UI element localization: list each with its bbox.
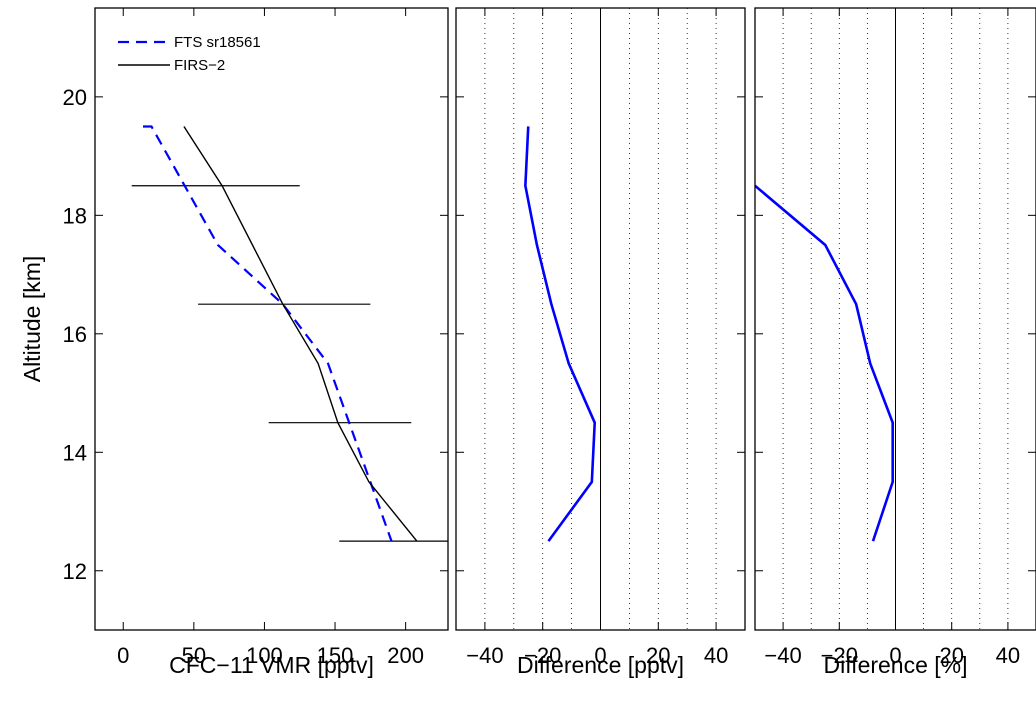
x-tick-label: 0 (889, 643, 901, 668)
x-tick-label: −40 (466, 643, 503, 668)
y-tick-label: 18 (63, 203, 87, 228)
y-axis-label: Altitude [km] (19, 256, 45, 383)
x-tick-label: 100 (246, 643, 283, 668)
series-line-1 (143, 125, 393, 542)
x-tick-label: 150 (317, 643, 354, 668)
legend-label: FIRS−2 (174, 57, 225, 74)
y-tick-label: 14 (63, 440, 87, 465)
axes-frame (94, 7, 449, 631)
axes-frame (754, 7, 1036, 631)
panel-3: −40 −20 0 20 40 Difference [%] (754, 7, 1036, 678)
legend: FTS sr18561 FIRS−2 (118, 34, 261, 74)
series-line-1 (755, 184, 894, 542)
x-tick-label: 0 (594, 643, 606, 668)
x-tick-label: −20 (524, 643, 561, 668)
y-tick-label: 20 (63, 85, 87, 110)
x-tick-label: 0 (117, 643, 129, 668)
x-tick-label: 50 (182, 643, 206, 668)
x-tick-label: −20 (821, 643, 858, 668)
x-tick-label: 40 (996, 643, 1020, 668)
series-line-2 (183, 126, 418, 542)
x-tick-label: −40 (764, 643, 801, 668)
axes-frame (455, 7, 746, 631)
x-tick-label: 200 (387, 643, 424, 668)
x-tick-label: 40 (704, 643, 728, 668)
x-axis-label: CFC−11 VMR [pptv] (169, 652, 374, 678)
x-axis-label: Difference [pptv] (517, 652, 684, 678)
x-tick-label: 20 (646, 643, 670, 668)
x-axis-label: Difference [%] (823, 652, 967, 678)
series-line-1 (524, 126, 597, 542)
legend-label: FTS sr18561 (174, 34, 261, 51)
panel-2: −40 −20 0 20 40 Difference [pptv] (455, 7, 746, 678)
x-tick-label: 20 (939, 643, 963, 668)
y-tick-label: 16 (63, 322, 87, 347)
y-tick-label: 12 (63, 559, 87, 584)
